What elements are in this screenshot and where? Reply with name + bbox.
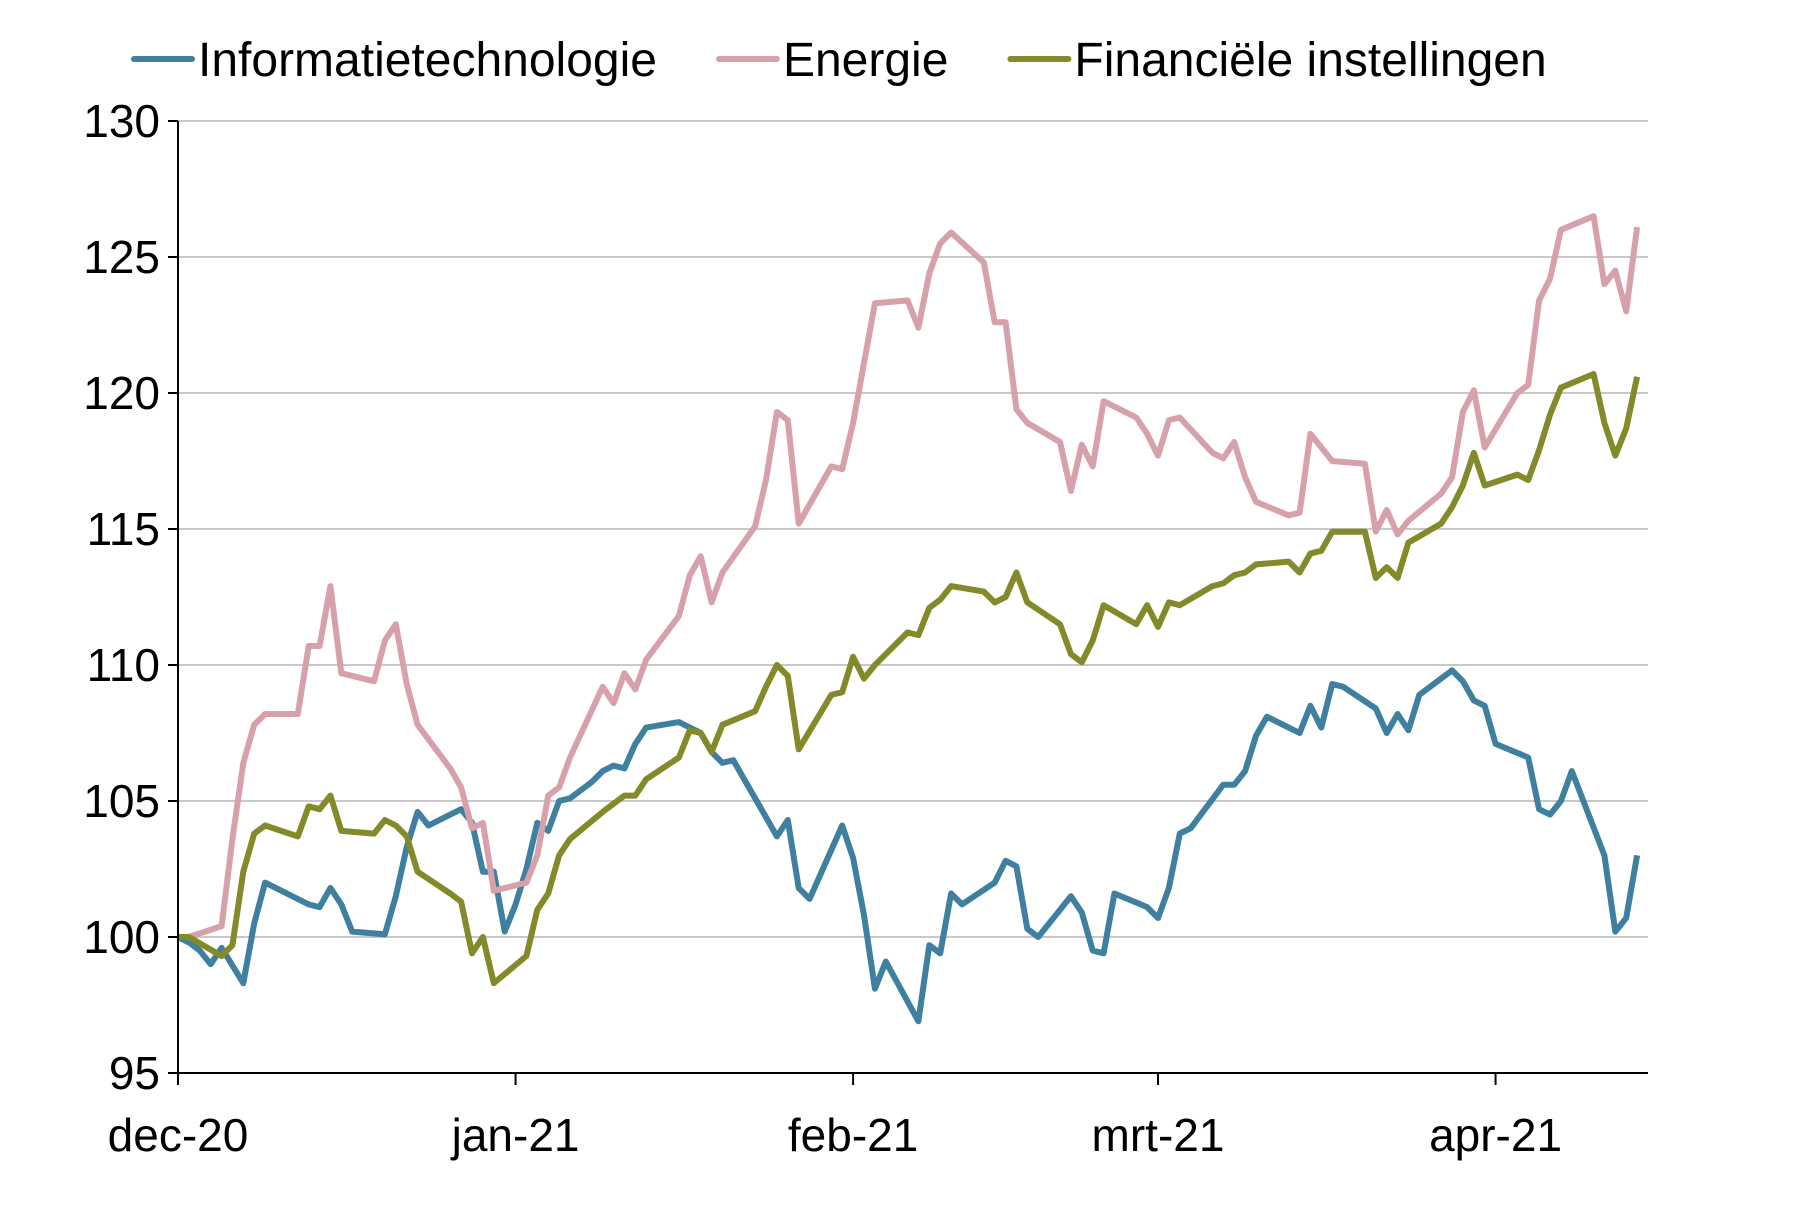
series-line-2 [178, 213, 1641, 940]
legend-label-1: Informatietechnologie [198, 34, 657, 87]
chart-axes [177, 121, 1648, 1074]
x-tick-label-mrt-21: mrt-21 [1092, 1109, 1225, 1161]
legend-label-2: Energie [783, 34, 948, 87]
series-line-3 [178, 371, 1641, 987]
x-axis-ticks: dec-20 jan-21 feb-21 mrt-21 apr-21 [108, 1073, 1562, 1161]
x-tick-label-jan-21: jan-21 [450, 1109, 580, 1161]
y-axis-ticks: 95 100 105 110 115 120 125 130 [83, 95, 178, 1099]
y-tick-label-125: 125 [83, 231, 160, 283]
series-line-1 [176, 667, 1641, 1025]
x-tick-label-feb-21: feb-21 [788, 1109, 918, 1161]
y-tick-label-105: 105 [83, 775, 160, 827]
y-tick-label-130: 130 [83, 95, 160, 147]
y-tick-label-100: 100 [83, 911, 160, 963]
y-tick-label-95: 95 [109, 1047, 160, 1099]
x-tick-label-apr-21: apr-21 [1429, 1109, 1562, 1161]
horizontal-gridlines [178, 120, 1648, 938]
y-tick-label-110: 110 [87, 639, 160, 691]
x-tick-label-dec-20: dec-20 [108, 1109, 249, 1161]
y-tick-label-115: 115 [87, 503, 160, 555]
chart-legend: Informatietechnologie Energie Financiële i… [131, 34, 1547, 87]
legend-label-3: Financiële instellingen [1074, 34, 1546, 87]
y-tick-label-120: 120 [83, 367, 160, 419]
series-lines [176, 213, 1641, 1025]
